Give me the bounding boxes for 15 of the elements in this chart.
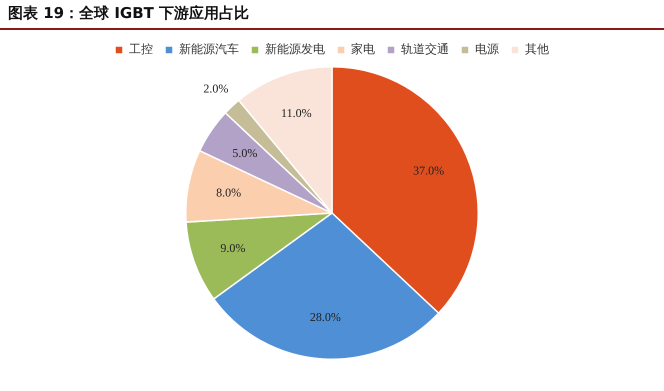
- legend-label: 电源: [475, 42, 499, 56]
- legend-label: 工控: [129, 42, 153, 56]
- data-label: 2.0%: [203, 81, 228, 96]
- legend-label: 新能源发电: [265, 42, 325, 56]
- legend-label: 家电: [351, 42, 375, 56]
- chart-title: 图表 19：全球 IGBT 下游应用占比: [8, 4, 250, 23]
- data-label: 11.0%: [281, 106, 312, 120]
- data-label: 5.0%: [232, 146, 258, 160]
- data-label: 8.0%: [216, 185, 242, 200]
- legend-label: 轨道交通: [401, 42, 449, 56]
- data-label: 37.0%: [413, 163, 444, 178]
- legend-label: 新能源汽车: [179, 42, 239, 56]
- legend-label: 其他: [525, 42, 549, 56]
- data-label: 28.0%: [310, 310, 341, 324]
- data-label: 9.0%: [220, 240, 246, 255]
